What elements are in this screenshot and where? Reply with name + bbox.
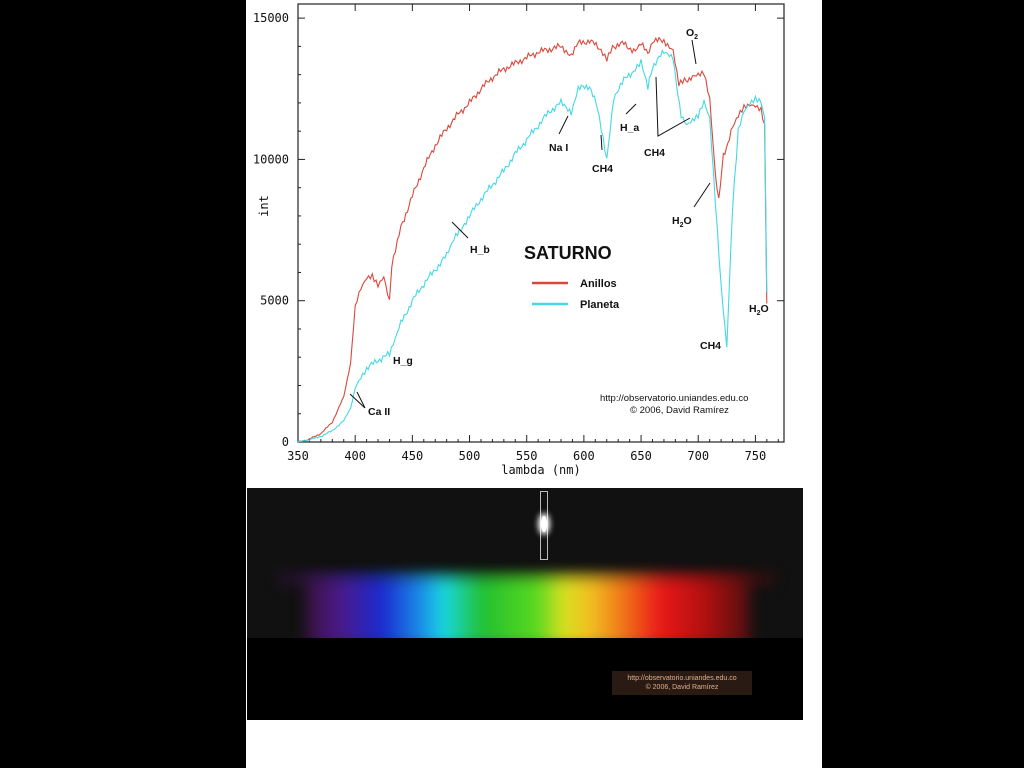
annotation-leaders: [349, 39, 711, 409]
y-tick-labels: 0 5000 10000 15000: [253, 11, 289, 449]
plot-frame: [297, 3, 785, 443]
h2o-1-h: H: [672, 215, 680, 227]
h2o-2-o: O: [761, 303, 769, 315]
o2-sub: 2: [694, 34, 698, 41]
y-tick-label: 10000: [253, 152, 289, 166]
y-tick-label: 0: [282, 435, 289, 449]
x-tick-label: 600: [573, 449, 595, 463]
h2o-1-sub: 2: [680, 222, 684, 229]
leader-hb: [451, 221, 469, 239]
leader-h2o-1: [693, 182, 711, 208]
slit-frame: [540, 491, 548, 560]
x-axis-title: lambda (nm): [501, 463, 580, 477]
annotation-na-i: Na I: [549, 142, 568, 154]
series-line-planeta: [297, 49, 768, 443]
y-tick-label: 15000: [253, 11, 289, 25]
chart-credit-author: © 2006, David Ramírez: [630, 405, 729, 416]
x-tick-label: 700: [687, 449, 709, 463]
series-lines: [297, 36, 768, 443]
x-tick-labels: 350 400 450 500 550 600 650 700 750: [287, 449, 766, 463]
legend-title: SATURNO: [524, 243, 612, 263]
x-tick-label: 750: [745, 449, 767, 463]
chart-credit-url: http://observatorio.uniandes.edu.co: [600, 393, 748, 404]
annotation-h2o-1: H2O: [672, 215, 692, 229]
annotation-h-a: H_a: [620, 122, 639, 134]
h2o-2-sub: 2: [757, 310, 761, 317]
spectrum-credit: http://observatorio.uniandes.edu.co © 20…: [612, 671, 752, 695]
annotation-o2: O2: [686, 27, 698, 41]
axis-ticks: [297, 4, 784, 443]
annotation-h2o-2: H2O: [749, 303, 769, 317]
leader-o2: [691, 39, 697, 65]
legend: SATURNO Anillos Planeta: [524, 243, 620, 311]
spectrum-image: http://observatorio.uniandes.edu.co © 20…: [247, 488, 803, 720]
spectrum-chart: 350 400 450 500 550 600 650 700 750 0 5000 10000 15…: [253, 3, 785, 477]
annotation-ca-ii: Ca II: [368, 406, 390, 418]
spectrum-credit-author: © 2006, David Ramírez: [645, 684, 719, 691]
legend-label-planeta: Planeta: [580, 299, 620, 311]
leader-na: [558, 115, 569, 135]
saturn-point-source: [541, 516, 547, 532]
h2o-1-o: O: [684, 215, 692, 227]
leader-ch4-1: [600, 134, 603, 151]
h2o-2-h: H: [749, 303, 757, 315]
leader-ha: [625, 103, 637, 115]
annotation-ch4-3: CH4: [700, 340, 721, 352]
y-axis-title: int: [257, 195, 271, 217]
o2-base: O: [686, 27, 694, 39]
x-tick-label: 550: [516, 449, 538, 463]
annotation-ch4-1: CH4: [592, 163, 613, 175]
annotation-h-b: H_b: [470, 244, 490, 256]
legend-label-anillos: Anillos: [580, 278, 617, 290]
leader-ch4-2: [655, 76, 691, 137]
x-tick-label: 450: [402, 449, 424, 463]
series-line-anillos: [297, 36, 768, 443]
annotation-ch4-2: CH4: [644, 147, 665, 159]
x-tick-label: 350: [287, 449, 309, 463]
x-tick-label: 400: [344, 449, 366, 463]
x-tick-label: 500: [459, 449, 481, 463]
leader-ca: [349, 391, 366, 409]
spectrum-credit-url: http://observatorio.uniandes.edu.co: [627, 675, 737, 682]
spectrum-rainbow-band: [306, 577, 750, 647]
x-tick-label: 650: [630, 449, 652, 463]
annotation-h-g: H_g: [393, 355, 413, 367]
y-tick-label: 5000: [260, 294, 289, 308]
